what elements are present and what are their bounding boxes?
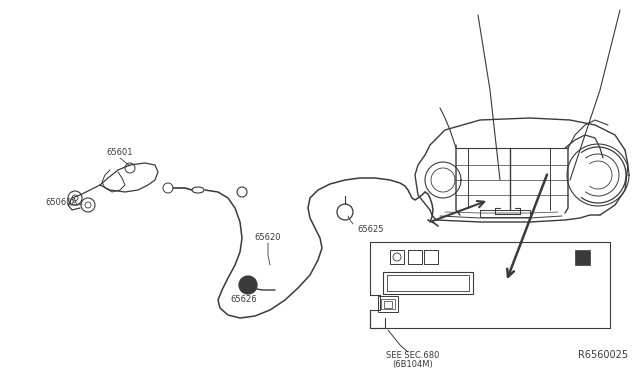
Bar xyxy=(387,275,469,291)
Text: 65060A: 65060A xyxy=(45,198,77,207)
Bar xyxy=(408,250,422,264)
Bar xyxy=(424,250,438,264)
Circle shape xyxy=(239,276,257,294)
Text: 65601: 65601 xyxy=(107,148,133,157)
Text: 65626: 65626 xyxy=(230,295,257,304)
Bar xyxy=(390,250,404,264)
Text: 65620: 65620 xyxy=(255,233,281,242)
Bar xyxy=(384,301,392,308)
Text: SEE SEC.680: SEE SEC.680 xyxy=(387,351,440,360)
Text: 65625: 65625 xyxy=(357,225,383,234)
Bar xyxy=(383,272,473,294)
Bar xyxy=(575,250,590,265)
Bar xyxy=(381,299,395,309)
Bar xyxy=(378,296,398,312)
Text: (6B104M): (6B104M) xyxy=(392,360,433,369)
Text: R6560025: R6560025 xyxy=(578,350,628,360)
